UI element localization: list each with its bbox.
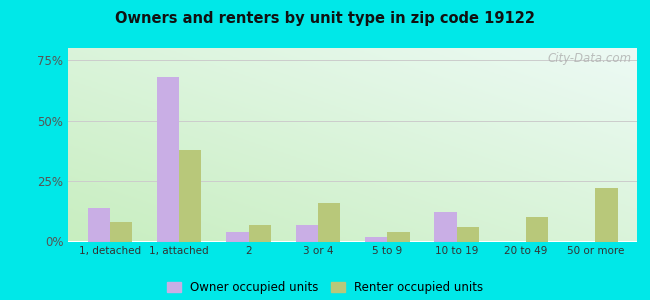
Bar: [457, 227, 479, 242]
Bar: [318, 203, 340, 242]
Bar: [179, 150, 202, 242]
Bar: [88, 208, 110, 242]
Text: Owners and renters by unit type in zip code 19122: Owners and renters by unit type in zip c…: [115, 11, 535, 26]
Bar: [526, 217, 548, 242]
Bar: [387, 232, 410, 242]
Legend: Owner occupied units, Renter occupied units: Owner occupied units, Renter occupied un…: [167, 281, 483, 294]
Bar: [110, 222, 132, 242]
Bar: [157, 77, 179, 242]
Bar: [248, 225, 271, 242]
Bar: [595, 188, 617, 242]
Bar: [296, 225, 318, 242]
Bar: [226, 232, 248, 242]
Bar: [365, 237, 387, 242]
Text: City-Data.com: City-Data.com: [547, 52, 631, 65]
Bar: [434, 212, 457, 242]
